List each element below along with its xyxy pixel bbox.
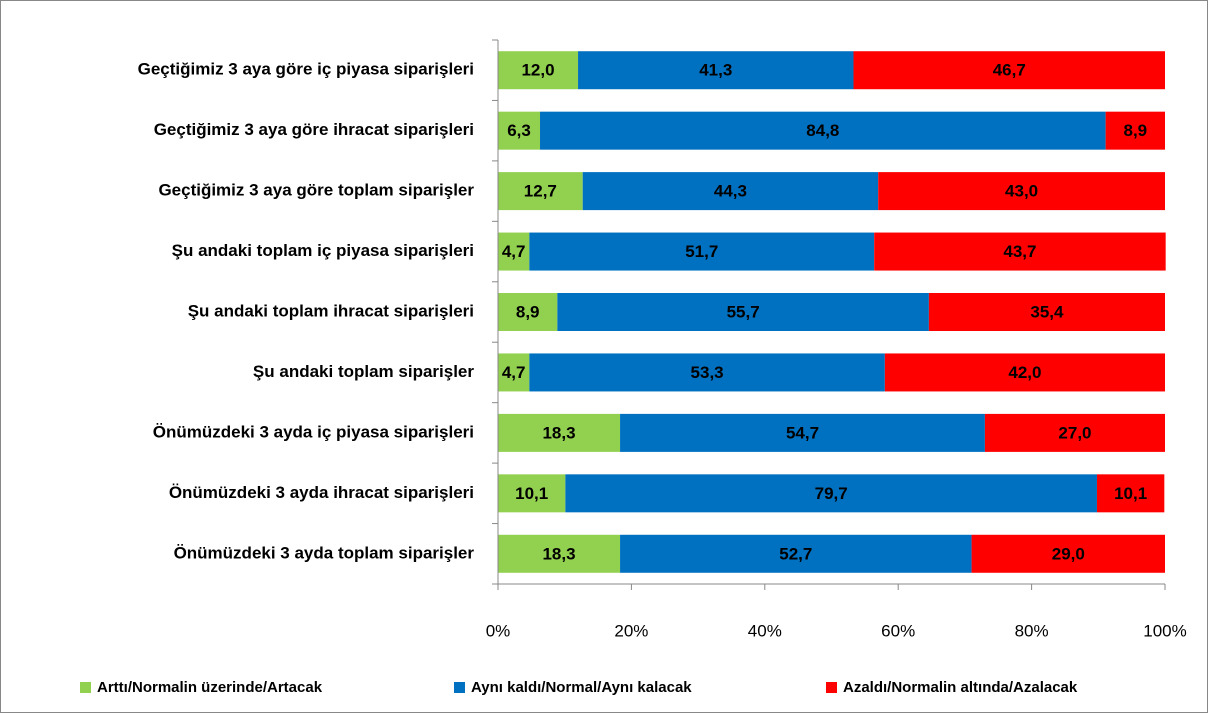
- data-label: 4,7: [502, 363, 526, 382]
- category-label: Şu andaki toplam iç piyasa siparişleri: [172, 241, 474, 260]
- bar-segment: [1105, 111, 1165, 150]
- data-label: 43,0: [1005, 182, 1038, 201]
- data-label: 43,7: [1003, 242, 1036, 261]
- bar-segment: [853, 51, 1165, 90]
- category-label: Geçtiğimiz 3 aya göre toplam siparişler: [158, 181, 474, 200]
- data-label: 8,9: [516, 302, 540, 321]
- bar-segment: [578, 51, 854, 90]
- bar-segment: [529, 232, 875, 271]
- bar-segment: [874, 232, 1166, 271]
- data-label: 18,3: [542, 544, 575, 563]
- category-label: Şu andaki toplam siparişler: [253, 362, 474, 381]
- data-label: 10,1: [1114, 484, 1147, 503]
- bar-segment: [498, 111, 541, 150]
- bar-segment: [884, 353, 1165, 392]
- data-label: 51,7: [685, 242, 718, 261]
- bar-segment: [498, 474, 566, 513]
- bar-segment: [582, 172, 879, 211]
- data-label: 53,3: [691, 363, 724, 382]
- data-label: 6,3: [507, 121, 531, 140]
- legend-label: Azaldı/Normalin altında/Azalacak: [843, 679, 1078, 696]
- data-label: 46,7: [993, 61, 1026, 80]
- data-label: 79,7: [815, 484, 848, 503]
- data-label: 29,0: [1052, 544, 1085, 563]
- data-label: 42,0: [1008, 363, 1041, 382]
- bar-segment: [498, 534, 621, 573]
- category-label: Geçtiğimiz 3 aya göre iç piyasa siparişl…: [138, 60, 474, 79]
- bar-segment: [529, 353, 885, 392]
- legend-swatch: [80, 682, 91, 693]
- x-tick-label: 60%: [881, 621, 915, 640]
- legend-swatch: [826, 682, 837, 693]
- bar-segment: [971, 534, 1165, 573]
- data-label: 44,3: [714, 182, 747, 201]
- legend-swatch: [454, 682, 465, 693]
- bar-segment: [498, 232, 530, 271]
- bar-segment: [1096, 474, 1165, 513]
- data-label: 35,4: [1030, 302, 1064, 321]
- category-label: Önümüzdeki 3 ayda toplam siparişler: [174, 543, 475, 562]
- bar-segment: [620, 413, 985, 452]
- legend-label: Arttı/Normalin üzerinde/Artacak: [97, 679, 323, 696]
- category-label: Önümüzdeki 3 ayda iç piyasa siparişleri: [153, 422, 474, 441]
- bar-segment: [540, 111, 1106, 150]
- category-label: Geçtiğimiz 3 aya göre ihracat siparişler…: [154, 120, 474, 139]
- bar-segment: [565, 474, 1097, 513]
- bar-segment: [984, 413, 1165, 452]
- bar-segment: [498, 413, 621, 452]
- bar-segment: [498, 353, 530, 392]
- x-tick-label: 80%: [1015, 621, 1049, 640]
- bar-segment: [878, 172, 1165, 211]
- bar-segment: [498, 172, 583, 211]
- data-label: 8,9: [1123, 121, 1147, 140]
- x-tick-label: 20%: [614, 621, 648, 640]
- category-label: Önümüzdeki 3 ayda ihracat siparişleri: [169, 483, 474, 502]
- data-label: 52,7: [779, 544, 812, 563]
- bar-segment: [620, 534, 972, 573]
- category-label: Şu andaki toplam ihracat siparişleri: [188, 301, 474, 320]
- data-label: 84,8: [806, 121, 839, 140]
- data-label: 12,0: [521, 61, 554, 80]
- data-label: 41,3: [699, 61, 732, 80]
- x-tick-label: 40%: [748, 621, 782, 640]
- data-label: 18,3: [542, 423, 575, 442]
- data-label: 4,7: [502, 242, 526, 261]
- data-label: 12,7: [524, 182, 557, 201]
- bar-segment: [557, 293, 929, 331]
- data-label: 55,7: [727, 302, 760, 321]
- data-label: 54,7: [786, 423, 819, 442]
- bar-segment: [498, 51, 579, 90]
- x-tick-label: 100%: [1143, 621, 1186, 640]
- bar-segment: [928, 293, 1165, 331]
- data-label: 10,1: [515, 484, 548, 503]
- bar-segment: [498, 293, 558, 331]
- legend-label: Aynı kaldı/Normal/Aynı kalacak: [471, 679, 692, 696]
- x-tick-label: 0%: [486, 621, 511, 640]
- data-label: 27,0: [1058, 423, 1091, 442]
